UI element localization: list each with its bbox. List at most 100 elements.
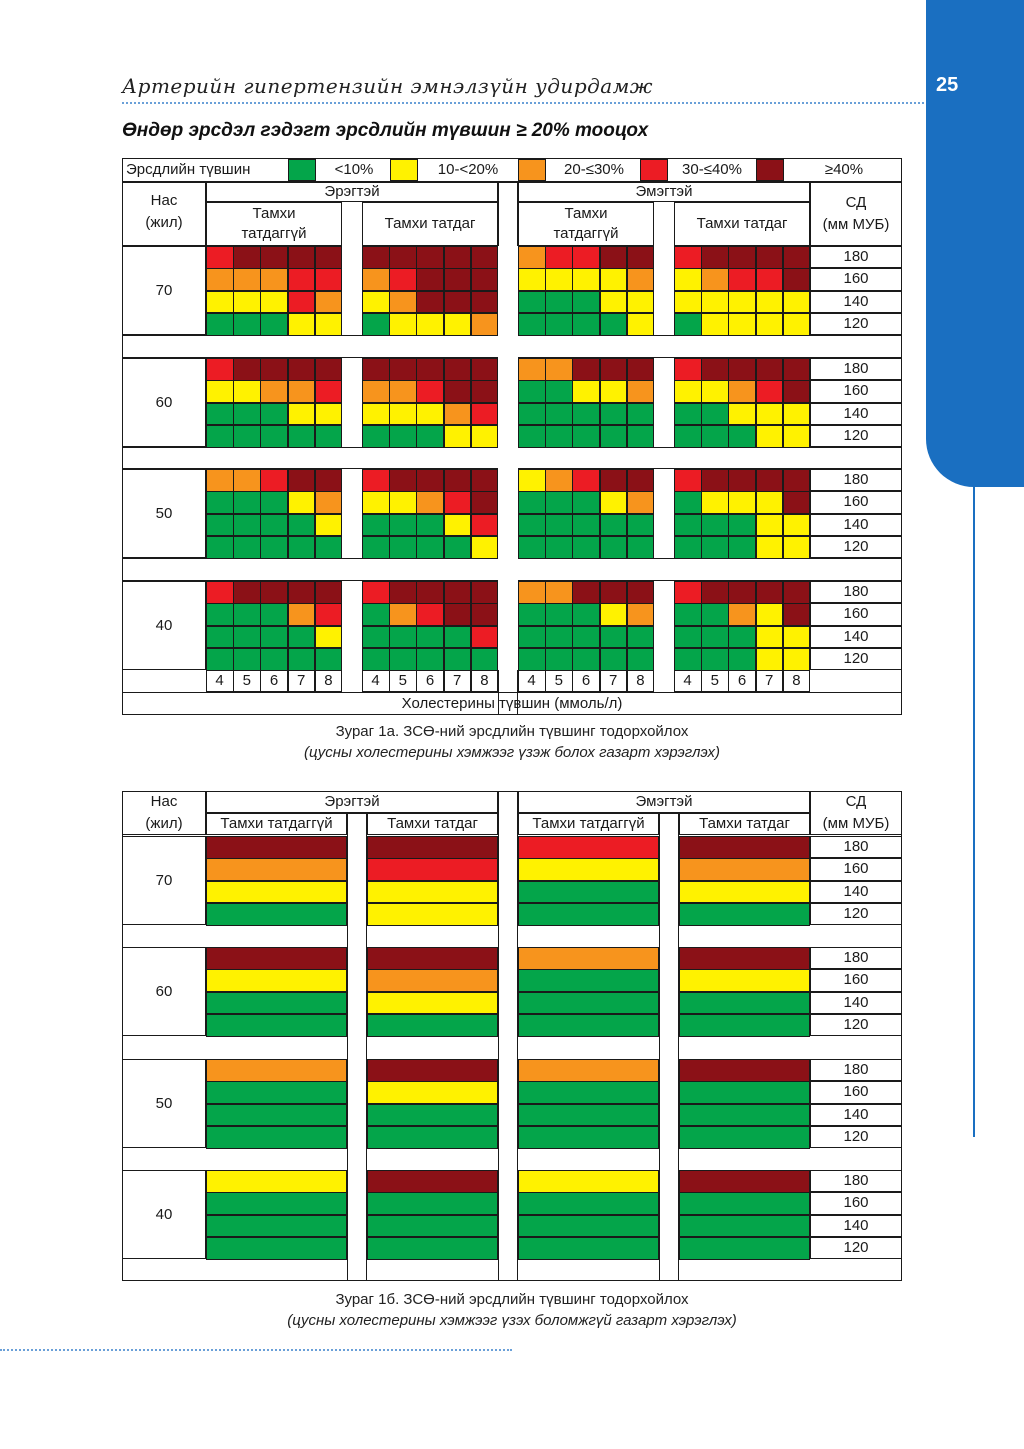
risk-cell — [470, 647, 499, 671]
age-cell — [122, 1059, 206, 1148]
risk-cell — [626, 268, 655, 291]
risk-cell — [233, 603, 261, 626]
risk-cell — [362, 647, 390, 671]
sbp-unit-header: (мм МУБ) — [822, 216, 890, 233]
sbp-header: СД — [845, 793, 867, 810]
risk-cell — [599, 424, 628, 448]
risk-cell — [701, 513, 729, 537]
risk-cell — [728, 535, 757, 559]
gender-separator — [498, 791, 518, 1281]
figure-b-caption: Зураг 1б. ЗСӨ-ний эрсдлийн түвшинг тодор… — [335, 1291, 689, 1308]
risk-band — [367, 902, 498, 926]
risk-cell — [443, 424, 472, 448]
risk-cell — [389, 402, 417, 426]
risk-cell — [728, 603, 757, 626]
risk-cell — [755, 312, 784, 336]
cholesterol-tick: 6 — [737, 672, 747, 689]
risk-cell — [443, 581, 472, 604]
age-unit-header: (жил) — [145, 214, 183, 231]
sbp-label: 160 — [843, 270, 869, 288]
risk-band — [679, 991, 810, 1015]
risk-band — [518, 969, 659, 992]
risk-cell — [260, 469, 289, 492]
risk-cell — [443, 625, 472, 649]
risk-cell — [389, 647, 417, 671]
age-label: 60 — [155, 982, 173, 1000]
risk-band — [367, 1103, 498, 1127]
cholesterol-tick: 4 — [683, 672, 692, 689]
age-cell — [122, 836, 206, 925]
risk-cell — [545, 424, 573, 448]
risk-cell — [572, 491, 601, 514]
risk-cell — [572, 268, 601, 291]
sbp-label: 180 — [843, 1172, 869, 1190]
cholesterol-tick: 4 — [215, 672, 224, 689]
risk-cell — [287, 290, 316, 314]
cholesterol-tick: 5 — [710, 672, 719, 689]
age-label: 40 — [155, 1205, 173, 1223]
risk-band — [367, 1170, 498, 1193]
risk-cell — [206, 402, 234, 426]
risk-cell — [782, 424, 811, 448]
sbp-label: 160 — [843, 1194, 869, 1212]
risk-cell — [674, 268, 702, 291]
figure-b-subcaption: (цусны холестерины хэмжээг үзэх боломжгү… — [287, 1312, 737, 1329]
risk-cell — [389, 380, 417, 403]
risk-cell — [674, 290, 702, 314]
cholesterol-tick-cell — [260, 670, 289, 692]
male-nonsmoker-header-line1: Тамхи — [252, 205, 296, 222]
female-header-cell — [518, 791, 810, 813]
risk-cell — [674, 402, 702, 426]
risk-cell — [362, 246, 390, 269]
risk-cell — [443, 358, 472, 381]
sbp-cell — [810, 246, 902, 269]
risk-band — [518, 880, 659, 904]
risk-cell — [389, 290, 417, 314]
age-label: 70 — [155, 871, 173, 889]
risk-cell — [362, 581, 390, 604]
risk-cell — [416, 647, 445, 671]
risk-cell — [260, 358, 289, 381]
risk-cell — [287, 469, 316, 492]
risk-cell — [755, 402, 784, 426]
risk-cell — [470, 581, 499, 604]
risk-cell — [314, 290, 343, 314]
risk-cell — [572, 603, 601, 626]
male-nonsmoker-header-cell — [206, 202, 342, 246]
sbp-label: 160 — [843, 860, 869, 878]
female-nonsmoker-header-cell — [518, 202, 654, 246]
age-header: Нас — [150, 192, 178, 209]
risk-cell — [389, 535, 417, 559]
sbp-cell — [810, 1214, 902, 1237]
risk-cell — [599, 246, 628, 269]
risk-band — [206, 947, 347, 970]
cholesterol-tick-cell — [728, 670, 757, 692]
risk-cell — [314, 312, 343, 336]
risk-cell — [314, 625, 343, 649]
risk-cell — [416, 603, 445, 626]
risk-band — [518, 836, 659, 859]
sbp-cell — [810, 1125, 902, 1148]
risk-band — [367, 1214, 498, 1238]
risk-cell — [782, 513, 811, 537]
risk-cell — [470, 290, 499, 314]
risk-cell — [233, 625, 261, 649]
risk-cell — [626, 246, 655, 269]
risk-cell — [362, 268, 390, 291]
legend-label-yellow: 10-<20% — [437, 161, 499, 178]
risk-band — [679, 1013, 810, 1037]
sbp-cell — [810, 1192, 902, 1215]
cholesterol-tick-cell — [470, 670, 499, 692]
risk-band — [679, 1081, 810, 1104]
cholesterol-tick-cell — [701, 670, 729, 692]
risk-cell — [287, 312, 316, 336]
risk-cell — [389, 513, 417, 537]
risk-cell — [755, 358, 784, 381]
risk-cell — [470, 268, 499, 291]
risk-cell — [362, 535, 390, 559]
risk-cell — [572, 424, 601, 448]
risk-cell — [287, 246, 316, 269]
risk-cell — [260, 380, 289, 403]
sbp-label: 120 — [843, 426, 869, 444]
risk-cell — [755, 647, 784, 671]
